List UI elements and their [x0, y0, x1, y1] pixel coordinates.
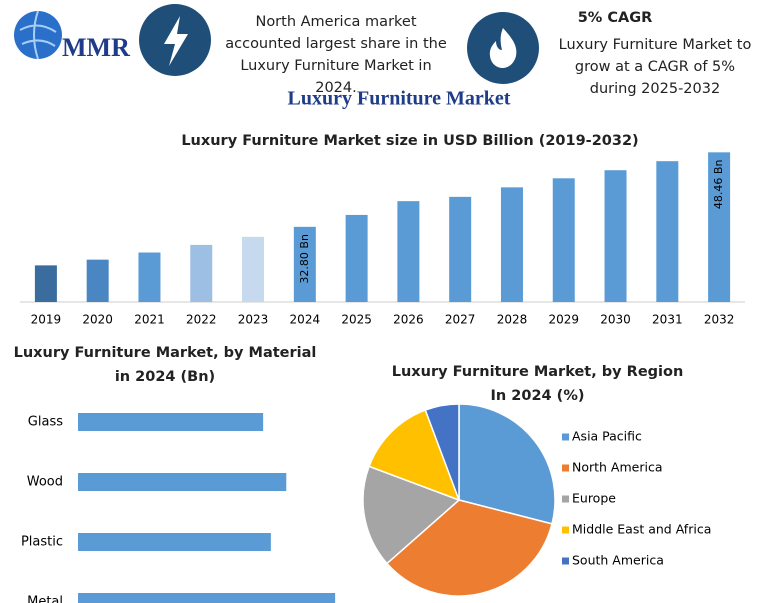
x-tick-label: 2031 — [652, 313, 683, 327]
y-tick-label: Metal — [27, 595, 63, 603]
bar — [190, 244, 213, 302]
legend-label: Europe — [572, 491, 616, 506]
x-tick-label: 2023 — [238, 313, 269, 327]
x-tick-label: 2027 — [445, 313, 476, 327]
y-tick-label: Plastic — [21, 535, 63, 550]
pie-slice — [385, 499, 553, 597]
pie-slice — [362, 465, 461, 565]
bar — [449, 196, 472, 302]
legend-swatch — [562, 526, 569, 534]
bar — [78, 593, 336, 603]
icon-bolt — [164, 16, 188, 66]
bar — [78, 533, 271, 551]
y-tick-label: Glass — [28, 415, 63, 430]
x-tick-label: 2028 — [497, 313, 528, 327]
pie-slice — [458, 403, 556, 525]
bar — [138, 252, 161, 302]
legend-label: Asia Pacific — [572, 429, 642, 444]
main-title: Luxury Furniture Market — [288, 88, 511, 110]
bar — [78, 413, 264, 431]
icon-flame — [489, 28, 517, 68]
bar — [500, 187, 523, 302]
chart-title: Luxury Furniture Market, by Region In 20… — [391, 364, 684, 404]
chart-title: Luxury Furniture Market size in USD Bill… — [181, 133, 639, 149]
x-tick-label: 2021 — [134, 313, 165, 327]
bar — [397, 201, 420, 302]
x-tick-label: 2022 — [186, 313, 217, 327]
x-tick-label: 2025 — [341, 313, 372, 327]
bar — [242, 236, 265, 302]
bar — [708, 152, 731, 302]
value-label: 32.80 Bn — [298, 234, 311, 284]
bar — [552, 178, 575, 302]
logo-text: MMR — [62, 33, 130, 62]
bar — [345, 214, 368, 302]
legend-swatch — [562, 495, 569, 503]
x-tick-label: 2032 — [704, 313, 735, 327]
fact-title: 5% CAGR — [577, 10, 653, 26]
x-tick-label: 2019 — [31, 313, 62, 327]
legend-label: North America — [572, 460, 663, 475]
logo-globe — [14, 11, 62, 59]
legend-swatch — [562, 464, 569, 472]
bar — [34, 265, 57, 302]
x-tick-label: 2029 — [548, 313, 579, 327]
pie-slice — [368, 409, 461, 502]
fact-text: Luxury Furniture Market to grow at a CAG… — [558, 37, 752, 97]
bar — [78, 473, 287, 491]
x-tick-label: 2024 — [290, 313, 321, 327]
fact-text: North America market accounted largest s… — [225, 14, 447, 96]
logo-globe-lines — [19, 10, 57, 60]
bar — [604, 170, 627, 302]
bar — [656, 161, 679, 302]
legend-label: Middle East and Africa — [572, 522, 711, 537]
x-tick-label: 2026 — [393, 313, 424, 327]
x-tick-label: 2030 — [600, 313, 631, 327]
legend-label: South America — [572, 553, 664, 568]
value-label: 48.46 Bn — [712, 160, 725, 210]
pie-slice — [424, 403, 460, 501]
y-tick-label: Wood — [27, 475, 63, 490]
bar — [293, 226, 316, 302]
x-tick-label: 2020 — [82, 313, 113, 327]
legend-swatch — [562, 433, 569, 441]
chart-title: Luxury Furniture Market, by Material in … — [13, 345, 317, 385]
legend-swatch — [562, 557, 569, 565]
bar — [86, 259, 109, 302]
